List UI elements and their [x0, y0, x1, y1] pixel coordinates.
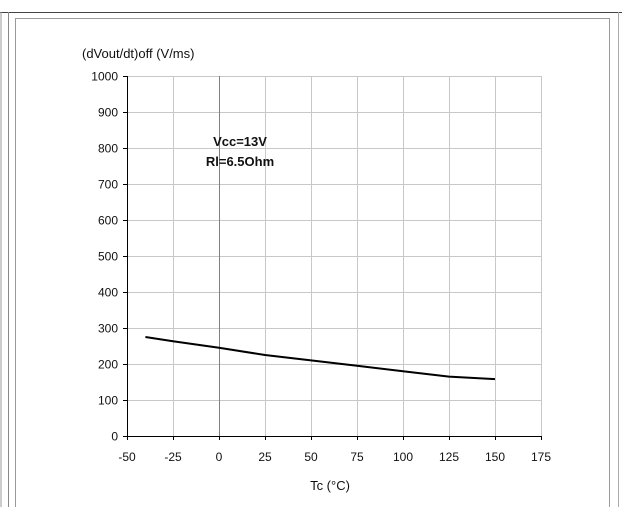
x-tick-label: 25: [258, 450, 272, 464]
x-tick-label: -25: [164, 450, 182, 464]
y-tick-label: 100: [98, 394, 118, 408]
x-tick-label: 175: [531, 450, 551, 464]
y-tick-label: 300: [98, 322, 118, 336]
annotation-rl: Rl=6.5Ohm: [206, 154, 274, 169]
y-tick-label: 600: [98, 214, 118, 228]
y-tick-label: 1000: [91, 70, 118, 84]
y-tick-label: 400: [98, 286, 118, 300]
x-tick-label: 100: [393, 450, 413, 464]
x-tick-label: 125: [439, 450, 459, 464]
y-tick-labels: 0 100 200 300 400 500 600 700 800 900 1000: [91, 70, 118, 444]
x-tick-label: 50: [304, 450, 318, 464]
y-tick-label: 700: [98, 178, 118, 192]
y-tick-label: 900: [98, 106, 118, 120]
series-line: [145, 336, 496, 381]
chart-series: [145, 336, 496, 381]
y-axis-label: (dVout/dt)off (V/ms): [82, 46, 194, 61]
x-tick-labels: -50 -25 0 25 50 75 100 125 150 175: [118, 450, 551, 464]
x-tick-label: 150: [485, 450, 505, 464]
y-tick-label: 800: [98, 142, 118, 156]
x-axis-label: Tc (°C): [310, 478, 350, 493]
chart-grid: [127, 76, 542, 436]
y-tick-label: 500: [98, 250, 118, 264]
x-tick-label: 0: [216, 450, 223, 464]
y-tick-label: 200: [98, 358, 118, 372]
chart-axes: [123, 76, 542, 440]
chart-panel-border: [15, 18, 610, 507]
x-tick-label: 75: [350, 450, 364, 464]
x-tick-label: -50: [118, 450, 136, 464]
annotation-vcc: Vcc=13V: [213, 134, 267, 149]
y-tick-label: 0: [111, 430, 118, 444]
